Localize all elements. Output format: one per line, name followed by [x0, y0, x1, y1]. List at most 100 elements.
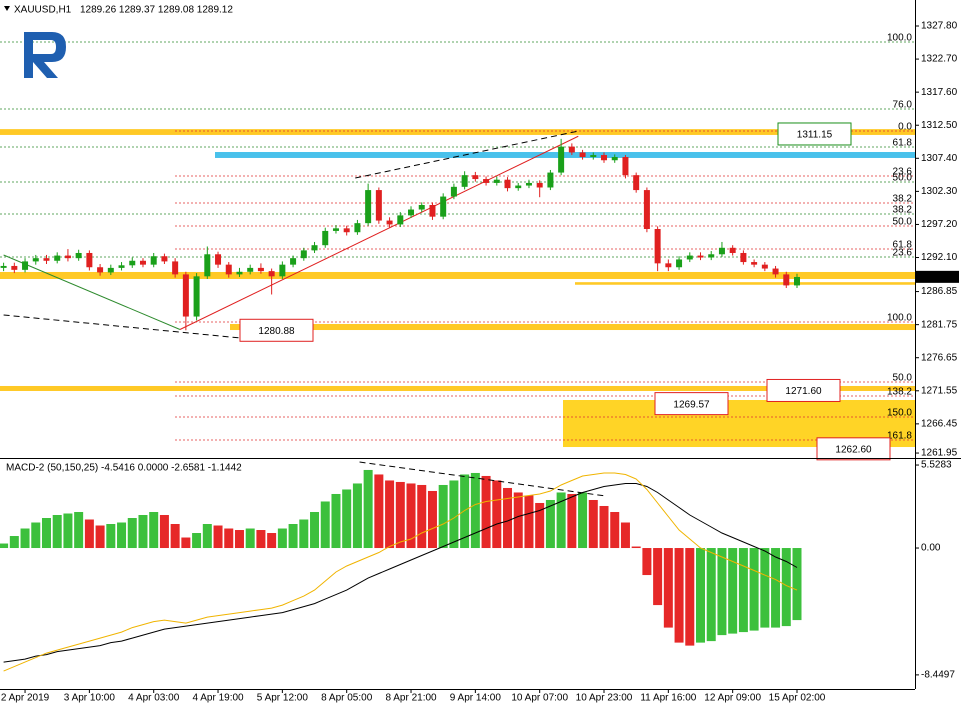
candle-body	[75, 252, 82, 259]
candle-body	[611, 157, 618, 161]
macd-bar	[63, 513, 73, 549]
macd-bar	[470, 472, 480, 549]
price-zone	[230, 323, 915, 331]
candle-body	[601, 155, 608, 161]
candle-body	[322, 230, 329, 246]
macd-bar	[481, 475, 491, 549]
candle-body	[772, 268, 779, 275]
macd-bar	[245, 528, 255, 549]
macd-bar	[760, 548, 770, 628]
macd-bar	[706, 548, 716, 642]
fib-label: 38.2	[893, 205, 913, 216]
price-zone	[0, 385, 915, 391]
macd-bar	[213, 525, 223, 549]
macd-bar	[738, 548, 748, 633]
macd-bar	[717, 548, 727, 636]
macd-bar	[127, 518, 137, 549]
macd-bar	[578, 492, 588, 549]
candle-body	[386, 220, 393, 225]
candle-body	[740, 252, 747, 263]
candle-body	[257, 267, 264, 272]
macd-line	[3, 472, 798, 672]
y-tick-label: 1292.10	[921, 252, 958, 263]
fib-label: 100.0	[887, 313, 912, 324]
y-tick-label: 1312.50	[921, 120, 958, 131]
trend-line	[355, 130, 579, 179]
candle-body	[0, 265, 7, 268]
fib-label: 61.8	[893, 240, 913, 251]
candle-body	[161, 256, 168, 262]
x-tick-label: 15 Apr 02:00	[769, 693, 826, 704]
candle-body	[225, 264, 232, 275]
candle-body	[708, 254, 715, 258]
trend-line	[3, 254, 181, 330]
fib-label: 23.6	[893, 167, 913, 178]
macd-bar	[449, 480, 459, 549]
macd-bar	[610, 511, 620, 549]
candle-body	[300, 250, 307, 259]
y-tick-label: 1307.40	[921, 153, 958, 164]
macd-bar	[256, 530, 266, 549]
candle-body	[236, 271, 243, 275]
fib-label: 161.8	[887, 431, 912, 442]
y-tick-label: 5.5283	[921, 460, 952, 471]
candle-body	[440, 196, 447, 217]
x-tick-label: 11 Apr 16:00	[640, 693, 696, 704]
macd-title: MACD-2 (50,150,25) -4.5416 0.0000 -2.658…	[6, 463, 242, 474]
price-annotation: 1269.57	[673, 399, 710, 410]
fib-label: 23.6	[893, 248, 913, 259]
logo-bowl	[33, 32, 66, 78]
candle-body	[375, 190, 382, 221]
candle-body	[268, 271, 275, 277]
candle-body	[97, 267, 104, 273]
macd-bar	[535, 502, 545, 549]
candle-body	[139, 260, 146, 265]
macd-line	[3, 483, 798, 663]
price-annotation-box	[816, 437, 891, 461]
price-annotation-box	[777, 122, 852, 146]
candle-body	[365, 190, 372, 224]
candle-body	[172, 261, 179, 275]
macd-bar	[663, 548, 673, 628]
candle-body	[418, 204, 425, 210]
macd-bar	[31, 522, 41, 549]
candle-body	[408, 209, 415, 216]
trend-line	[359, 461, 606, 497]
fib-label: 138.2	[887, 387, 912, 398]
macd-bar	[192, 533, 202, 549]
macd-bar	[95, 525, 105, 549]
candle-body	[525, 182, 532, 186]
candle-body	[343, 228, 350, 233]
macd-bar	[20, 528, 30, 549]
macd-bar	[363, 469, 373, 549]
candle-body	[472, 175, 479, 180]
fib-label: 50.0	[893, 217, 913, 228]
macd-bar	[224, 528, 234, 549]
candle-body	[290, 258, 297, 265]
fib-label: 38.2	[893, 194, 913, 205]
quote: 1289.26 1289.37 1289.08 1289.12	[80, 5, 233, 16]
macd-bar	[138, 514, 148, 549]
x-tick-label: 2 Apr 2019	[1, 693, 50, 704]
candle-body	[461, 175, 468, 187]
candle-body	[515, 185, 522, 189]
macd-bar	[524, 495, 534, 549]
candle-body	[622, 157, 629, 176]
price-annotation: 1311.15	[797, 130, 833, 141]
logo-bar	[24, 32, 33, 78]
macd-bar	[149, 511, 159, 549]
candle-body	[794, 276, 800, 286]
y-tick-label: 1266.45	[921, 419, 958, 430]
candle-body	[643, 190, 650, 229]
macd-bar	[352, 483, 362, 549]
candle-body	[193, 276, 200, 317]
candle-body	[633, 175, 640, 191]
candle-body	[718, 247, 725, 255]
price-annotation-box	[766, 378, 841, 402]
macd-bar	[642, 548, 652, 576]
macd-bar	[492, 480, 502, 549]
candle-body	[751, 262, 758, 265]
macd-bar	[374, 474, 384, 549]
